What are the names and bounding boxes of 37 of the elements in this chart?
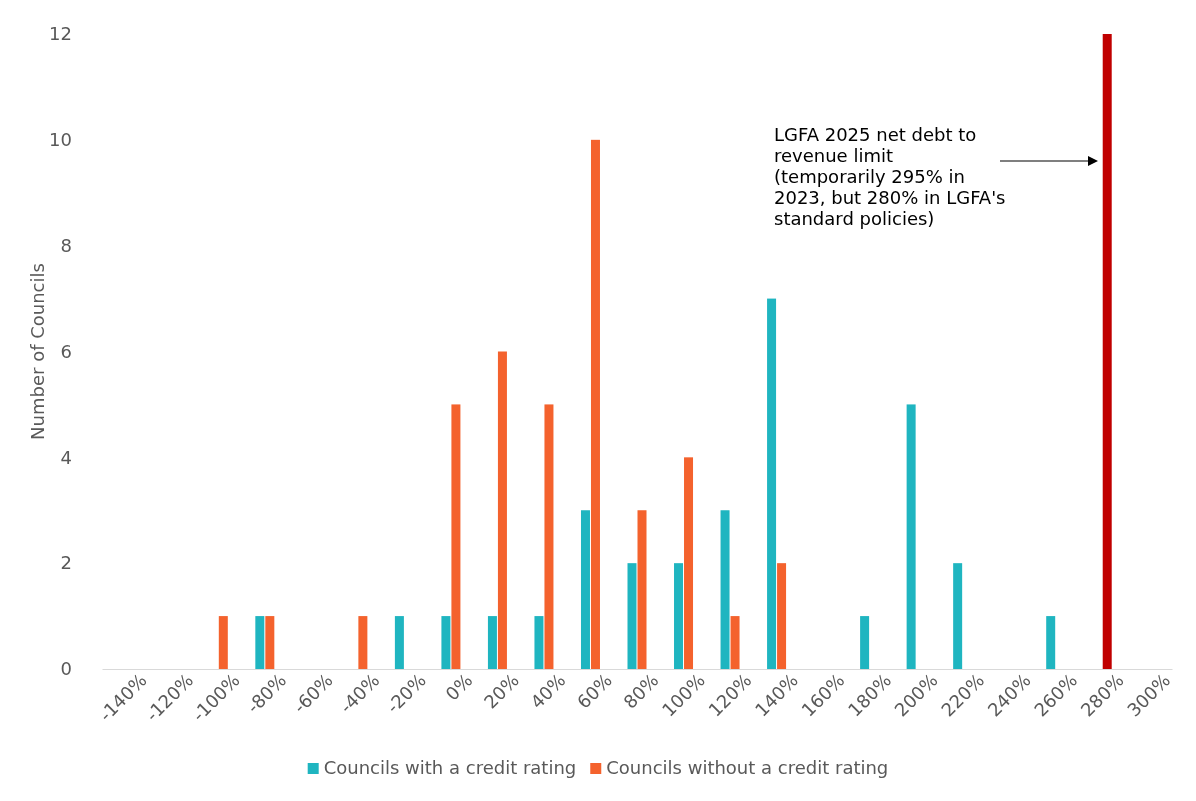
legend-label: Councils without a credit rating bbox=[606, 757, 889, 778]
bar bbox=[860, 616, 870, 669]
legend-label: Councils with a credit rating bbox=[323, 757, 577, 778]
bar bbox=[590, 139, 600, 669]
bar bbox=[674, 563, 684, 669]
bar bbox=[637, 510, 647, 669]
y-tick-label: 2 bbox=[60, 552, 72, 574]
annotation: LGFA 2025 net debt to revenue limit (temporarily 295% in 2023, but 280% in LGFA's standard policies) bbox=[774, 124, 1006, 230]
y-tick-label: 8 bbox=[60, 234, 72, 256]
bar bbox=[487, 616, 497, 669]
bar bbox=[265, 616, 275, 669]
y-tick-label: 6 bbox=[60, 340, 72, 362]
bar bbox=[497, 351, 507, 669]
bar bbox=[218, 616, 228, 669]
bar bbox=[534, 616, 544, 669]
y-tick-label: 12 bbox=[49, 23, 72, 45]
bar bbox=[953, 563, 963, 669]
bar bbox=[580, 510, 590, 669]
bar bbox=[720, 510, 730, 669]
bar bbox=[441, 616, 451, 669]
bar bbox=[544, 404, 554, 669]
bar bbox=[451, 404, 461, 669]
x-tick-label: 0% bbox=[441, 669, 477, 705]
bar bbox=[394, 616, 404, 669]
bar bbox=[1046, 616, 1056, 669]
bar bbox=[767, 298, 777, 669]
y-tick-label: 10 bbox=[49, 129, 72, 151]
bar bbox=[358, 616, 368, 669]
y-tick-label: 4 bbox=[60, 446, 72, 468]
bar bbox=[730, 616, 740, 669]
y-tick-label: 0 bbox=[60, 658, 72, 680]
bar bbox=[255, 616, 265, 669]
bar bbox=[684, 457, 694, 669]
bar bbox=[627, 563, 637, 669]
y-axis-title: Number of Councils bbox=[27, 263, 48, 440]
bar bbox=[906, 404, 916, 669]
bar bbox=[777, 563, 787, 669]
